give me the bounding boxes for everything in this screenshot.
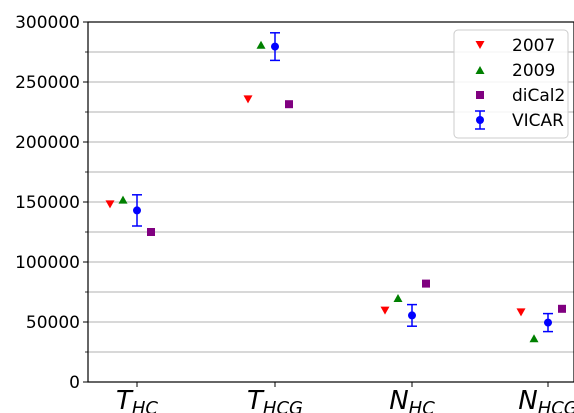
y-tick-label: 300000 <box>15 13 80 33</box>
plot-frame <box>87 21 574 383</box>
legend: 2007 2009 diCal2 VICAR <box>453 29 569 139</box>
y-tick-label: 250000 <box>15 73 80 93</box>
y-tick-label: 200000 <box>15 133 80 153</box>
data-point-vicar <box>133 206 141 215</box>
data-point-2007 <box>243 95 253 104</box>
data-point-dical2 <box>147 228 155 236</box>
legend-label: VICAR <box>512 111 564 131</box>
y-tick-label: 50000 <box>26 313 80 333</box>
x-axis: THC THCG NHC NHCG <box>116 382 574 413</box>
data-point-dical2 <box>422 279 430 288</box>
data-point-2009 <box>529 334 539 343</box>
data-point-vicar <box>271 42 279 51</box>
data-point-2007 <box>105 200 115 209</box>
legend-marker-dical2 <box>476 91 484 99</box>
legend-marker-2009 <box>475 66 485 74</box>
data-point-2009 <box>118 195 128 204</box>
data-point-vicar <box>544 318 552 327</box>
data-marks <box>105 32 566 343</box>
legend-label: 2007 <box>512 36 555 56</box>
data-point-2007 <box>380 306 390 315</box>
legend-marker-2007 <box>475 41 485 49</box>
x-tick-label: NHC <box>389 386 435 413</box>
x-tick-label: NHCG <box>518 386 574 413</box>
y-tick-label: 100000 <box>15 253 80 273</box>
y-tick-label: 150000 <box>15 193 80 213</box>
y-tick-label: 0 <box>69 373 80 393</box>
data-point-2009 <box>256 40 266 49</box>
legend-label: diCal2 <box>512 86 565 106</box>
data-point-2007 <box>516 308 526 317</box>
x-tick-label: THCG <box>247 386 303 413</box>
data-point-2009 <box>393 294 403 302</box>
legend-label: 2009 <box>512 61 555 81</box>
y-axis: 0 50000 100000 150000 200000 250000 300000 <box>15 13 88 393</box>
data-point-dical2 <box>285 100 293 109</box>
legend-marker-vicar <box>476 116 484 124</box>
data-point-vicar <box>408 311 416 320</box>
data-point-dical2 <box>558 304 566 313</box>
x-tick-label: THC <box>116 386 158 413</box>
